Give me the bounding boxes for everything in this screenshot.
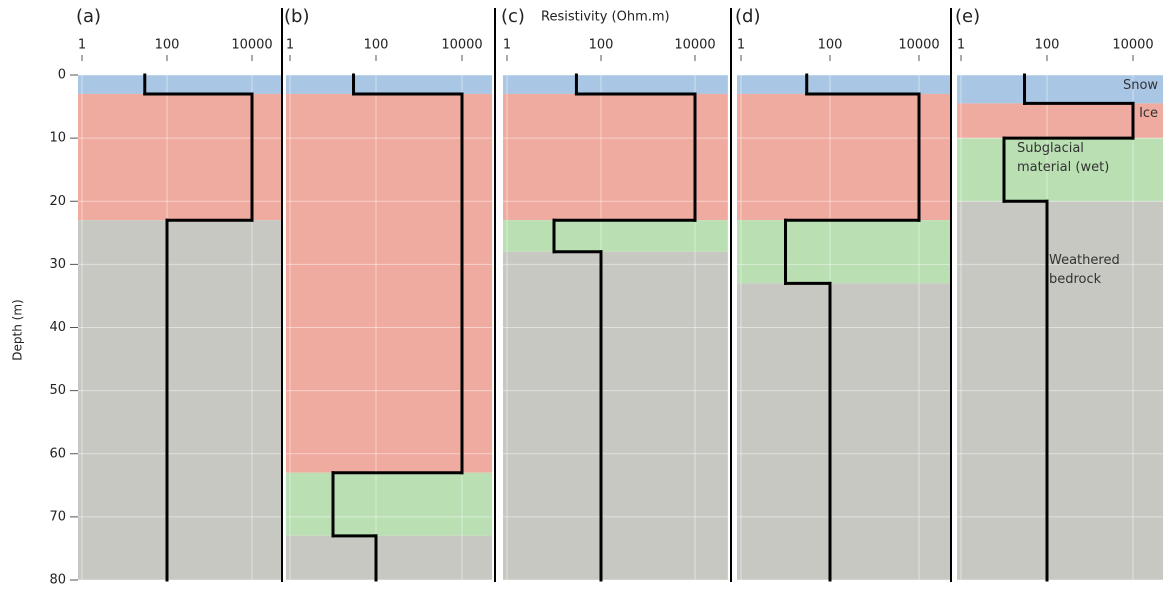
x-tick-label: 100 [364, 38, 389, 53]
layer-label: Snow [1122, 78, 1159, 93]
x-tick-label: 10000 [898, 38, 939, 53]
x-tick-label: 10000 [441, 38, 482, 53]
layer-label-box: Weathered bedrock [1049, 253, 1120, 288]
layer-band [78, 220, 282, 580]
layer-label-box: Ice [1139, 106, 1159, 122]
x-tick-label: 1 [737, 38, 745, 53]
layer-band [503, 93, 728, 221]
layer-band [737, 220, 951, 284]
layer-label-box: Snow [1122, 78, 1159, 93]
y-tick-label: 70 [49, 509, 66, 524]
layer-band [78, 93, 282, 221]
y-tick-label: 0 [58, 68, 66, 83]
layer-band [957, 103, 1164, 139]
layer-label: Weathered bedrock [1049, 253, 1120, 288]
y-tick-label: 80 [49, 573, 66, 588]
x-axis-title: Resistivity (Ohm.m) [541, 10, 670, 25]
y-tick-label: 60 [49, 446, 66, 461]
layer-band [957, 75, 1164, 104]
panel-label: (c) [501, 6, 525, 27]
x-tick-label: 10000 [674, 38, 715, 53]
y-tick-label: 50 [49, 383, 66, 398]
x-tick-label: 10000 [1112, 38, 1153, 53]
layer-band [957, 138, 1164, 202]
panel-label: (b) [284, 6, 309, 27]
layer-label: Subglacial material (wet) [1017, 141, 1110, 176]
y-tick-label: 20 [49, 194, 66, 209]
x-tick-label: 100 [818, 38, 843, 53]
panel-label: (d) [735, 6, 760, 27]
y-tick-label: 10 [49, 131, 66, 146]
layer-label: Ice [1139, 106, 1159, 122]
layer-band [286, 93, 493, 473]
layer-band [957, 201, 1164, 580]
layer-label-box: Subglacial material (wet) [1017, 141, 1110, 176]
y-axis-title: Depth (m) [11, 299, 25, 360]
x-tick-label: 1 [286, 38, 294, 53]
x-tick-label: 1 [78, 38, 86, 53]
layer-band [286, 535, 493, 580]
layer-band [286, 75, 493, 94]
y-tick-label: 30 [49, 257, 66, 272]
x-tick-label: 100 [589, 38, 614, 53]
x-tick-label: 100 [155, 38, 180, 53]
panel-label: (a) [76, 6, 101, 27]
x-tick-label: 100 [1035, 38, 1060, 53]
layer-band [737, 75, 951, 94]
layer-band [503, 75, 728, 94]
layer-band [286, 472, 493, 536]
layer-band [737, 93, 951, 221]
layer-band [503, 220, 728, 252]
x-tick-label: 1 [957, 38, 965, 53]
x-tick-label: 1 [503, 38, 511, 53]
x-tick-label: 10000 [231, 38, 272, 53]
y-tick-label: 40 [49, 320, 66, 335]
layer-band [503, 251, 728, 580]
layer-band [737, 283, 951, 580]
layer-band [78, 75, 282, 94]
panel-label: (e) [955, 6, 980, 27]
